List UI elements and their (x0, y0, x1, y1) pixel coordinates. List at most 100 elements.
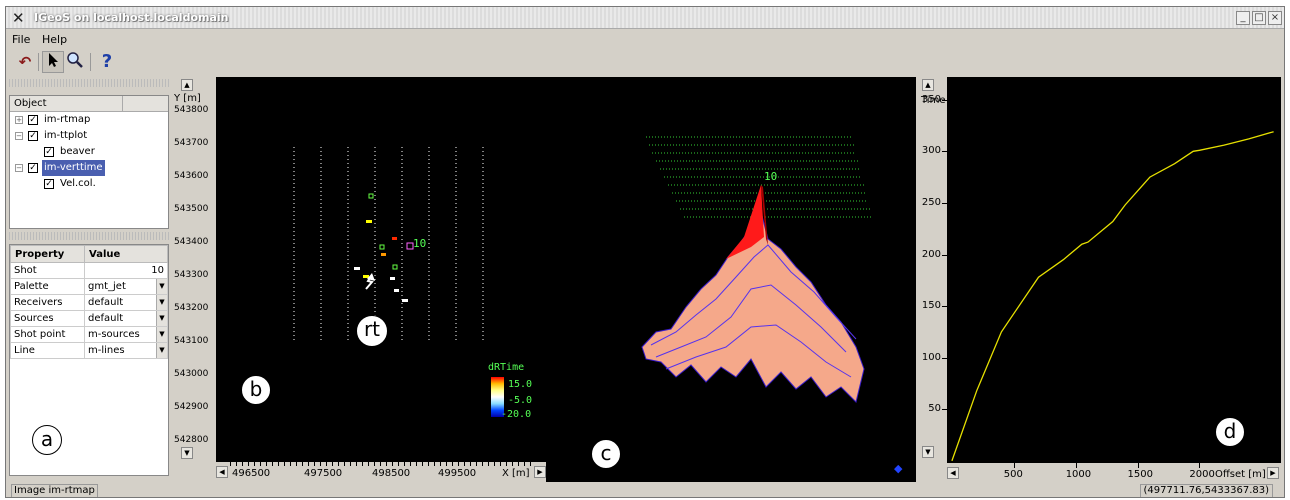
x-tick-mark (1137, 463, 1139, 468)
surface-plot-panel[interactable]: 10 c ◆ (546, 77, 916, 482)
receiver-marker (392, 264, 398, 270)
ttplot-left-gutter: ▲ ▼ Time (916, 77, 947, 463)
status-message: Image im-rtmap (11, 484, 98, 497)
tree-item-im-verttime[interactable]: − ✓ im-verttime (10, 160, 168, 176)
receiver-marker (366, 220, 372, 223)
scroll-right-arrow-icon[interactable]: ▶ (534, 466, 546, 478)
collapse-icon[interactable]: − (15, 164, 23, 172)
dropdown-arrow-icon[interactable]: ▼ (156, 343, 167, 358)
panel-grip[interactable] (9, 79, 169, 87)
visibility-checkbox[interactable]: ✓ (28, 131, 38, 141)
x-tick-marks (230, 462, 532, 466)
shot-point-select[interactable]: m-sources ▼ (84, 326, 168, 343)
ttplot-panel[interactable]: d (947, 77, 1281, 463)
palette-select[interactable]: gmt_jet ▼ (84, 278, 168, 295)
scroll-left-arrow-icon[interactable]: ◀ (216, 466, 228, 478)
view-direction-icon[interactable]: ◆ (894, 462, 903, 475)
column-divider[interactable] (122, 96, 123, 112)
y-tick-label: 543500 (174, 204, 209, 214)
colorbar-min-label: -20.0 (501, 409, 532, 420)
visibility-checkbox[interactable]: ✓ (28, 115, 38, 125)
tree-header[interactable]: Object (10, 96, 168, 112)
surface-peak-shade (761, 185, 768, 245)
receiver-marker (381, 253, 386, 256)
property-name: Receivers (10, 294, 85, 311)
zoom-tool-icon[interactable] (64, 51, 86, 73)
x-tick-label: 1000 (1065, 469, 1092, 480)
collapse-icon[interactable]: − (15, 132, 23, 140)
scroll-down-arrow-icon[interactable]: ▼ (922, 446, 934, 458)
receiver-marker (390, 277, 395, 280)
surface-peak (726, 185, 764, 259)
property-row-palette: Palette gmt_jet ▼ (10, 278, 168, 295)
x-tick-label: 500 (1003, 469, 1023, 480)
surface-mesh (641, 210, 865, 403)
menu-bar: File Help (6, 30, 1284, 48)
property-row-shot: Shot 10 (10, 262, 168, 279)
scroll-up-arrow-icon[interactable]: ▲ (181, 79, 193, 91)
tree-item-label: beaver (60, 146, 95, 157)
value-column-header[interactable]: Value (84, 245, 168, 263)
scroll-up-arrow-icon[interactable]: ▲ (922, 79, 934, 91)
maximize-button[interactable]: □ (1252, 11, 1266, 25)
annotation-c: c (591, 439, 621, 469)
ttplot-y-axis-label: Time (921, 95, 946, 106)
title-bar[interactable]: ✕ IGeoS on localhost.localdomain _ □ × (6, 7, 1284, 29)
receiver-lines (293, 147, 484, 342)
map-plot-panel[interactable]: 10 rt b dRTime 15.0 -5.0 -20.0 (216, 77, 546, 462)
shot-number-label: 10 (413, 237, 427, 250)
line-select[interactable]: m-lines ▼ (84, 342, 168, 359)
scroll-left-arrow-icon[interactable]: ◀ (947, 467, 959, 479)
tree-item-vel-col[interactable]: ✓ Vel.col. (10, 176, 168, 192)
y-tick-label: 543000 (174, 369, 209, 379)
x-tick-label: 498500 (372, 468, 411, 479)
y-tick-label: 542800 (174, 435, 209, 445)
travel-time-curve (951, 131, 1274, 462)
tree-item-label: Vel.col. (60, 178, 96, 189)
toolbar: ↶ ? (6, 49, 1284, 75)
receivers-select[interactable]: default ▼ (84, 294, 168, 311)
receiver-marker (363, 275, 369, 278)
scroll-down-arrow-icon[interactable]: ▼ (181, 447, 193, 459)
receiver-marker (392, 237, 397, 240)
visibility-checkbox[interactable]: ✓ (44, 147, 54, 157)
tree-item-im-ttplot[interactable]: − ✓ im-ttplot (10, 128, 168, 144)
object-tree: Object + ✓ im-rtmap − ✓ im-ttplot ✓ beav… (9, 95, 169, 229)
annotation-d: d (1215, 417, 1245, 447)
scroll-right-arrow-icon[interactable]: ▶ (1267, 467, 1279, 479)
shot-value-field[interactable]: 10 (84, 262, 168, 279)
receiver-marker (379, 244, 385, 250)
dropdown-arrow-icon[interactable]: ▼ (156, 279, 167, 294)
rotate-tool-icon[interactable]: ↶ (18, 53, 32, 71)
close-button[interactable]: × (1268, 11, 1282, 25)
visibility-checkbox[interactable]: ✓ (44, 179, 54, 189)
property-table: Property Value Shot 10 Palette gmt_jet ▼ … (9, 244, 169, 476)
sources-select[interactable]: default ▼ (84, 310, 168, 327)
tree-item-label: im-verttime (42, 160, 105, 176)
expand-icon[interactable]: + (15, 116, 23, 124)
rt-arrowhead (367, 273, 375, 281)
panel-grip[interactable] (9, 232, 169, 240)
menu-help[interactable]: Help (42, 33, 68, 46)
help-icon[interactable]: ? (101, 51, 113, 72)
visibility-checkbox[interactable]: ✓ (28, 163, 38, 173)
tree-item-im-rtmap[interactable]: + ✓ im-rtmap (10, 112, 168, 128)
dropdown-arrow-icon[interactable]: ▼ (156, 295, 167, 310)
ttplot-x-axis: 500 1000 1500 2000 ◀ ▶ Offset [m] (947, 463, 1281, 483)
dropdown-arrow-icon[interactable]: ▼ (156, 327, 167, 342)
dropdown-arrow-icon[interactable]: ▼ (156, 311, 167, 326)
menu-file[interactable]: File (12, 33, 31, 46)
colorbar-max-label: 15.0 (508, 379, 533, 390)
annotation-rt: rt (356, 315, 388, 347)
tree-item-beaver[interactable]: ✓ beaver (10, 144, 168, 160)
x-tick-label: 496500 (232, 468, 271, 479)
property-column-header[interactable]: Property (10, 245, 85, 263)
ttplot-x-axis-label: Offset [m] (1215, 469, 1266, 480)
minimize-button[interactable]: _ (1236, 11, 1250, 25)
pointer-tool-icon[interactable] (42, 51, 64, 73)
colorbar-title: dRTime (488, 362, 525, 373)
surface-contour (650, 244, 857, 346)
ttplot-x-ticks: 500 1000 1500 2000 (947, 463, 1281, 483)
surface-contour (665, 324, 852, 378)
property-row-receivers: Receivers default ▼ (10, 294, 168, 311)
